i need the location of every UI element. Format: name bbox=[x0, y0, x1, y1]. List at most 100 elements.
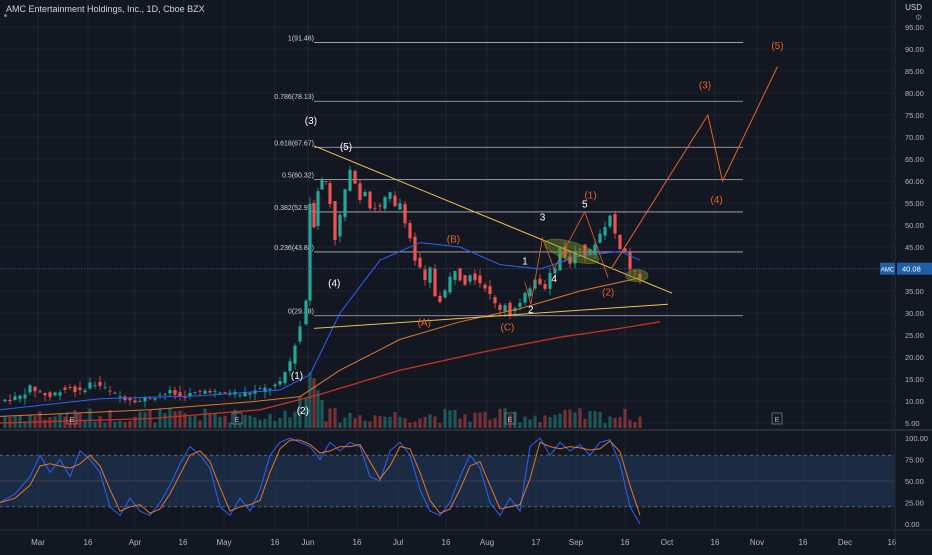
volume-bar bbox=[88, 408, 92, 428]
candle-body bbox=[68, 387, 72, 389]
volume-bar bbox=[423, 416, 427, 428]
volume-bar bbox=[518, 422, 522, 428]
volume-bar bbox=[28, 414, 32, 428]
ma-mid-line bbox=[0, 277, 641, 417]
candle-body bbox=[603, 226, 607, 236]
earnings-marker-box bbox=[504, 412, 516, 425]
volume-bar bbox=[173, 411, 177, 428]
x-tick-label: Jun bbox=[302, 538, 315, 547]
price-tag-box bbox=[897, 262, 932, 275]
scale-settings-icon[interactable]: ⚙ bbox=[914, 13, 922, 22]
candle-body bbox=[493, 297, 497, 304]
candle-body bbox=[583, 244, 587, 258]
volume-bar bbox=[193, 415, 197, 428]
x-tick-label: 16 bbox=[799, 538, 808, 547]
volume-bar bbox=[153, 422, 157, 428]
volume-bar bbox=[13, 415, 17, 428]
candle-body bbox=[353, 171, 357, 184]
volume-bar bbox=[493, 417, 497, 428]
volume-bar bbox=[168, 408, 172, 428]
candle-body bbox=[263, 387, 267, 392]
candle-body bbox=[538, 278, 542, 285]
candle-body bbox=[304, 300, 308, 325]
volume-bar bbox=[163, 413, 167, 428]
candle-body bbox=[23, 394, 27, 399]
minor-wave-path bbox=[524, 210, 609, 305]
candle-body bbox=[393, 195, 397, 206]
wave-label: (5) bbox=[771, 41, 783, 52]
wave-label: (B) bbox=[447, 235, 460, 246]
candle-body bbox=[328, 183, 332, 205]
candle-body bbox=[173, 390, 177, 395]
symbol-tag-label: AMC bbox=[881, 268, 895, 274]
x-tick-label: Apr bbox=[129, 538, 142, 547]
volume-bar bbox=[228, 422, 232, 428]
candle-body bbox=[3, 399, 7, 402]
volume-bar bbox=[108, 409, 112, 428]
y-tick-label: 80.00 bbox=[905, 89, 924, 98]
volume-bar bbox=[418, 418, 422, 428]
volume-bar bbox=[268, 413, 272, 428]
candle-body bbox=[333, 201, 337, 240]
candle-body bbox=[478, 275, 482, 284]
volume-bar bbox=[433, 416, 437, 428]
volume-bar bbox=[93, 421, 97, 428]
wave-label: 3 bbox=[540, 213, 546, 224]
candle-body bbox=[408, 223, 412, 239]
candle-body bbox=[178, 392, 182, 397]
volume-bar bbox=[73, 410, 77, 428]
volume-bar bbox=[408, 422, 412, 428]
y-tick-label: 5.00 bbox=[905, 419, 920, 428]
candle-body bbox=[308, 203, 312, 301]
candle-body bbox=[588, 249, 592, 255]
fib-level-label: 1(91.46) bbox=[288, 36, 314, 43]
volume-bar bbox=[83, 419, 87, 428]
candle-body bbox=[463, 275, 467, 285]
candle-body bbox=[453, 270, 457, 280]
candle-body bbox=[368, 191, 372, 209]
x-tick-label: Nov bbox=[750, 538, 764, 547]
y-tick-label: 50.00 bbox=[905, 221, 924, 230]
volume-bar bbox=[218, 416, 222, 428]
volume-bar bbox=[608, 416, 612, 428]
status-dot-icon bbox=[4, 14, 7, 17]
candle-body bbox=[53, 392, 57, 396]
candle-body bbox=[403, 204, 407, 224]
earnings-marker-label: E bbox=[69, 415, 74, 424]
volume-bar bbox=[203, 408, 207, 428]
ma-fast-line bbox=[0, 242, 641, 411]
candle-body bbox=[578, 248, 582, 250]
volume-bar bbox=[553, 415, 557, 428]
volume-bar bbox=[453, 409, 457, 428]
candle-body bbox=[283, 372, 287, 384]
candle-body bbox=[363, 191, 367, 197]
candle-body bbox=[238, 394, 242, 396]
wave-label: (5) bbox=[340, 142, 352, 153]
candle-body bbox=[473, 273, 477, 281]
candle-body bbox=[183, 396, 187, 398]
x-tick-label: Oct bbox=[661, 538, 674, 547]
volume-bar bbox=[598, 412, 602, 428]
candle-body bbox=[38, 391, 42, 393]
volume-bar bbox=[312, 378, 316, 428]
candle-body bbox=[163, 393, 167, 395]
candle-body bbox=[523, 292, 527, 303]
candle-body bbox=[373, 207, 377, 209]
fib-level-label: 0(29.38) bbox=[288, 309, 314, 316]
x-tick-label: 16 bbox=[711, 538, 720, 547]
breakout-ellipse bbox=[544, 238, 600, 265]
volume-bar bbox=[618, 417, 622, 428]
y-tick-label: 55.00 bbox=[905, 199, 924, 208]
volume-bar bbox=[623, 408, 627, 428]
volume-bar bbox=[538, 421, 542, 428]
y-tick-label: 75.00 bbox=[905, 111, 924, 120]
x-tick-label: 17 bbox=[532, 538, 541, 547]
volume-bar bbox=[43, 419, 47, 428]
volume-bar bbox=[568, 409, 572, 428]
volume-bar bbox=[588, 411, 592, 428]
volume-bar bbox=[488, 419, 492, 428]
candle-body bbox=[268, 388, 272, 390]
volume-bar bbox=[23, 421, 27, 428]
